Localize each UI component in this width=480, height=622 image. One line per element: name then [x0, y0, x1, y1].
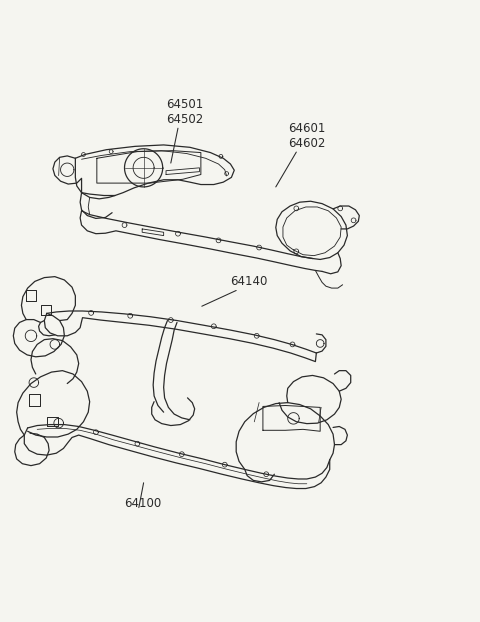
Text: 64140: 64140: [230, 275, 268, 288]
Text: 64501
64502: 64501 64502: [166, 98, 204, 126]
Text: 64100: 64100: [124, 498, 162, 511]
Text: 64601
64602: 64601 64602: [288, 122, 325, 150]
